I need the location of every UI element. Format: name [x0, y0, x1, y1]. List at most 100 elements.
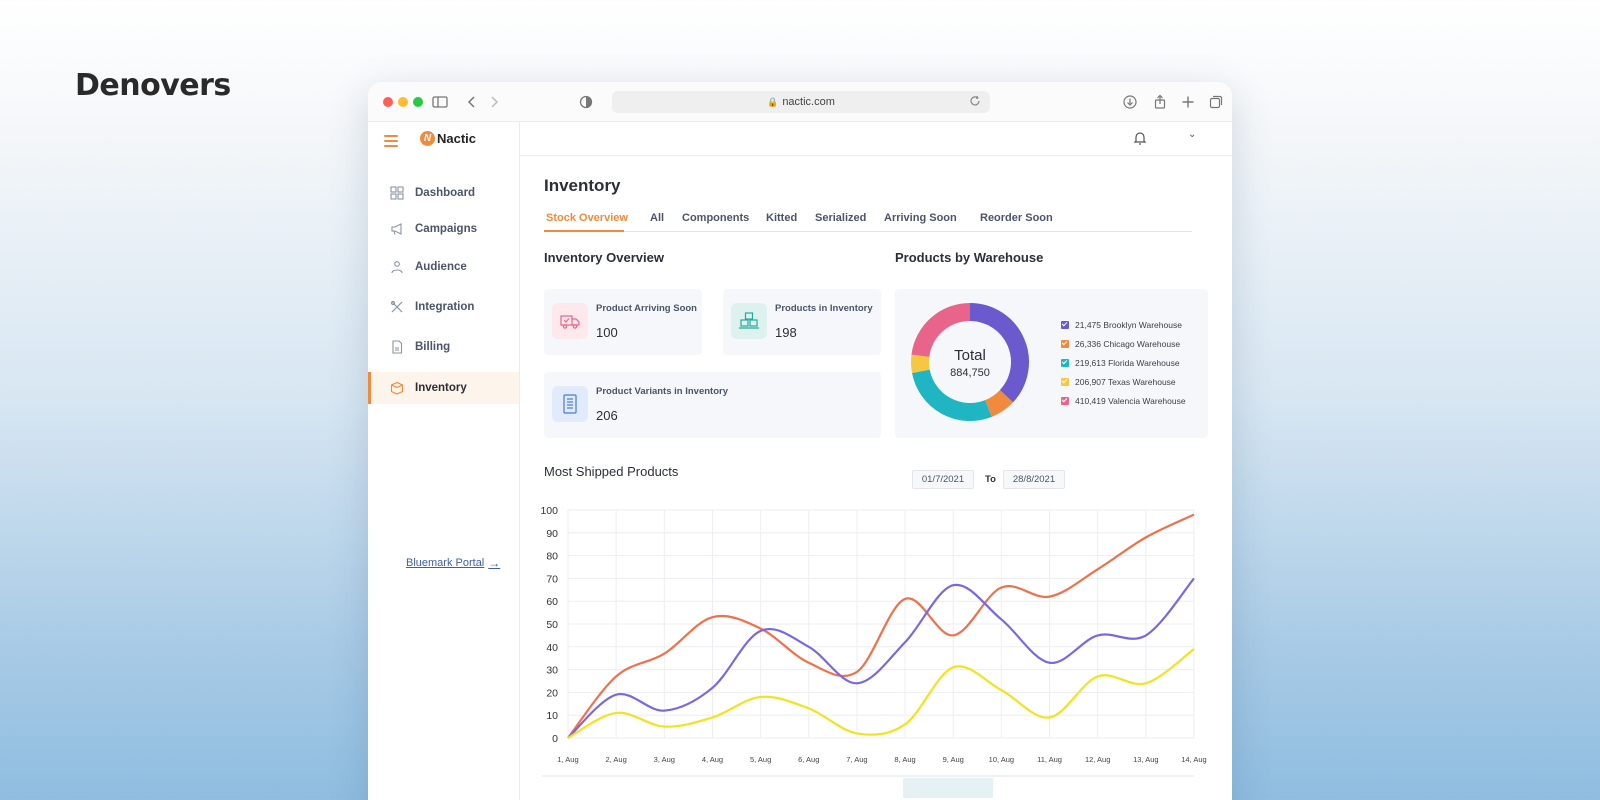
- tab-arriving-soon[interactable]: Arriving Soon: [884, 212, 957, 224]
- bell-icon[interactable]: [1132, 130, 1148, 146]
- x-tick-label: 2, Aug: [606, 755, 627, 764]
- forward-arrow-icon[interactable]: [484, 92, 504, 112]
- sidebar-item-campaigns[interactable]: Campaigns: [368, 213, 519, 245]
- most-shipped-line-chart: 0 10 20 30 40 50 60 70 80 90 100 1, Aug 2, Aug 3, Aug…: [540, 505, 1207, 798]
- sidebar-item-label: Dashboard: [415, 187, 476, 199]
- card-value: 100: [596, 325, 618, 340]
- tabs-overview-icon[interactable]: [1206, 92, 1226, 112]
- sidebar-item-label: Billing: [415, 341, 451, 353]
- tab-stock-overview[interactable]: Stock Overview: [546, 212, 628, 224]
- x-tick-label: 6, Aug: [798, 755, 819, 764]
- y-tick-label: 40: [546, 642, 558, 654]
- chevron-down-icon[interactable]: ⌄: [1188, 129, 1197, 140]
- menu-icon[interactable]: [384, 135, 398, 147]
- minimize-window-button[interactable]: [398, 97, 408, 107]
- sidebar-item-label: Integration: [415, 301, 475, 313]
- donut-total-value: 884,750: [950, 367, 990, 379]
- x-tick-label: 13, Aug: [1133, 755, 1158, 764]
- new-tab-icon[interactable]: [1178, 92, 1198, 112]
- y-tick-label: 0: [552, 733, 558, 745]
- sidebar-item-audience[interactable]: Audience: [368, 251, 519, 283]
- tab-all[interactable]: All: [650, 212, 665, 224]
- checkbox-icon: [1061, 378, 1069, 386]
- legend-label: 26,336 Chicago Warehouse: [1075, 339, 1181, 349]
- card-value: 198: [775, 325, 797, 340]
- arriving-soon-card[interactable]: Product Arriving Soon 100: [544, 289, 702, 355]
- x-tick-label: 11, Aug: [1037, 755, 1062, 764]
- series-line-2: [567, 577, 1195, 739]
- date-from-input[interactable]: 01/7/2021: [912, 470, 974, 489]
- y-tick-label: 50: [546, 619, 558, 631]
- share-icon[interactable]: [1150, 92, 1170, 112]
- legend-item-florida[interactable]: 219,613 Florida Warehouse: [1061, 358, 1180, 368]
- legend-label: 219,613 Florida Warehouse: [1075, 358, 1180, 368]
- x-tick-label: 8, Aug: [894, 755, 915, 764]
- sidebar-item-label: Audience: [415, 261, 467, 273]
- reload-icon[interactable]: [968, 94, 982, 108]
- legend-item-brooklyn[interactable]: 21,475 Brooklyn Warehouse: [1061, 320, 1182, 330]
- x-tick-label: 3, Aug: [654, 755, 675, 764]
- brand-title: Denovers: [75, 68, 231, 103]
- x-tick-label: 12, Aug: [1085, 755, 1110, 764]
- legend-item-texas[interactable]: 206,907 Texas Warehouse: [1061, 377, 1176, 387]
- sidebar-item-integration[interactable]: Integration: [368, 291, 519, 323]
- back-arrow-icon[interactable]: [462, 92, 482, 112]
- date-to-input[interactable]: 28/8/2021: [1003, 470, 1065, 489]
- legend-item-valencia[interactable]: 410,419 Valencia Warehouse: [1061, 396, 1186, 406]
- sidebar-toggle-icon[interactable]: [430, 92, 450, 112]
- checkbox-icon: [1061, 321, 1069, 329]
- legend-item-chicago[interactable]: 26,336 Chicago Warehouse: [1061, 339, 1180, 349]
- tab-serialized[interactable]: Serialized: [815, 212, 867, 224]
- users-icon: [390, 260, 404, 274]
- donut-slice-valencia[interactable]: [911, 303, 971, 358]
- maximize-window-button[interactable]: [413, 97, 423, 107]
- donut-slice-florida[interactable]: [912, 369, 992, 421]
- most-shipped-title: Most Shipped Products: [544, 464, 679, 479]
- y-tick-label: 20: [546, 687, 558, 699]
- y-tick-label: 30: [546, 665, 558, 677]
- y-tick-label: 10: [546, 710, 558, 722]
- donut-slice-texas[interactable]: [911, 354, 930, 374]
- checkbox-icon: [1061, 340, 1069, 348]
- address-bar[interactable]: 🔒 nactic.com: [612, 91, 990, 113]
- app-logo[interactable]: N Nactic: [420, 131, 476, 146]
- url-text: nactic.com: [782, 96, 835, 108]
- sidebar-item-label: Campaigns: [415, 223, 477, 235]
- x-tick-label: 5, Aug: [750, 755, 771, 764]
- product-variants-card[interactable]: Product Variants in Inventory 206: [544, 372, 881, 438]
- active-tab-indicator: [544, 230, 624, 232]
- sidebar-item-billing[interactable]: Billing: [368, 331, 519, 363]
- browser-toolbar: 🔒 nactic.com: [368, 82, 1232, 122]
- legend-label: 21,475 Brooklyn Warehouse: [1075, 320, 1182, 330]
- donut-slice-brooklyn[interactable]: [969, 303, 1029, 403]
- sidebar-item-dashboard[interactable]: Dashboard: [368, 177, 519, 209]
- products-by-warehouse-title: Products by Warehouse: [895, 250, 1044, 265]
- donut-slice-chicago[interactable]: [984, 389, 1014, 417]
- close-window-button[interactable]: [383, 97, 393, 107]
- tab-kitted[interactable]: Kitted: [766, 212, 798, 224]
- y-tick-label: 60: [546, 596, 558, 608]
- y-tick-label: 90: [546, 528, 558, 540]
- date-range-to-label: To: [985, 474, 996, 485]
- boxes-icon: [731, 303, 767, 339]
- tab-reorder-soon[interactable]: Reorder Soon: [980, 212, 1053, 224]
- series-line-3: [567, 648, 1195, 739]
- tab-components[interactable]: Components: [682, 212, 750, 224]
- sidebar-item-inventory[interactable]: Inventory: [368, 372, 519, 404]
- tab-bar: Stock Overview All Components Kitted Ser…: [544, 210, 1192, 232]
- main-content: Inventory Stock Overview All Components …: [368, 82, 1232, 800]
- download-icon[interactable]: [1120, 92, 1140, 112]
- shield-icon[interactable]: [576, 92, 596, 112]
- box-icon: [390, 381, 404, 395]
- browser-window: 🔒 nactic.com N Nactic Dashboard: [368, 82, 1232, 800]
- bluemark-portal-link[interactable]: Bluemark Portal →: [406, 556, 500, 570]
- legend-label: 206,907 Texas Warehouse: [1075, 377, 1176, 387]
- megaphone-icon: [390, 222, 404, 236]
- products-in-inventory-card[interactable]: Products in Inventory 198: [723, 289, 881, 355]
- range-slider-window[interactable]: [903, 778, 993, 798]
- logo-text: Nactic: [437, 131, 477, 146]
- x-tick-label: 10, Aug: [989, 755, 1014, 764]
- lock-icon: 🔒: [767, 96, 779, 107]
- x-tick-label: 9, Aug: [943, 755, 964, 764]
- card-label: Products in Inventory: [775, 303, 873, 314]
